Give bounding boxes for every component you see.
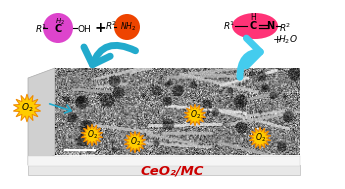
Text: 500 nm: 500 nm bbox=[69, 153, 91, 158]
Polygon shape bbox=[249, 127, 271, 149]
Text: $O_2$: $O_2$ bbox=[130, 136, 140, 148]
Text: $NH_2$: $NH_2$ bbox=[120, 21, 136, 33]
Text: C: C bbox=[55, 24, 62, 34]
Text: $O_2$: $O_2$ bbox=[255, 132, 265, 144]
Text: +: + bbox=[94, 21, 106, 35]
Polygon shape bbox=[28, 165, 300, 175]
Circle shape bbox=[114, 14, 140, 40]
Text: C: C bbox=[249, 21, 257, 31]
Text: H: H bbox=[250, 13, 256, 22]
Polygon shape bbox=[13, 94, 41, 122]
Text: OH: OH bbox=[78, 25, 92, 33]
Text: N: N bbox=[266, 21, 274, 31]
Circle shape bbox=[43, 13, 73, 43]
Text: $O_2$: $O_2$ bbox=[21, 102, 33, 114]
Text: $R^2$: $R^2$ bbox=[279, 22, 291, 34]
Text: CeO₂/MC: CeO₂/MC bbox=[140, 164, 204, 177]
Text: $R^1$: $R^1$ bbox=[35, 23, 47, 35]
Ellipse shape bbox=[232, 13, 278, 39]
Text: +: + bbox=[272, 35, 282, 45]
FancyArrowPatch shape bbox=[240, 38, 260, 77]
Polygon shape bbox=[81, 124, 103, 146]
Text: $H_2$: $H_2$ bbox=[55, 17, 65, 27]
FancyArrowPatch shape bbox=[50, 104, 71, 113]
Text: $R^1$: $R^1$ bbox=[223, 20, 235, 32]
FancyArrowPatch shape bbox=[84, 45, 136, 65]
Polygon shape bbox=[184, 104, 206, 126]
Text: $O_2$: $O_2$ bbox=[189, 109, 200, 121]
Text: $H_2O$: $H_2O$ bbox=[278, 34, 298, 46]
Text: $O_2$: $O_2$ bbox=[87, 129, 97, 141]
Text: $R^2$: $R^2$ bbox=[105, 20, 117, 32]
Polygon shape bbox=[28, 68, 55, 165]
Polygon shape bbox=[124, 131, 146, 153]
Polygon shape bbox=[28, 156, 300, 166]
